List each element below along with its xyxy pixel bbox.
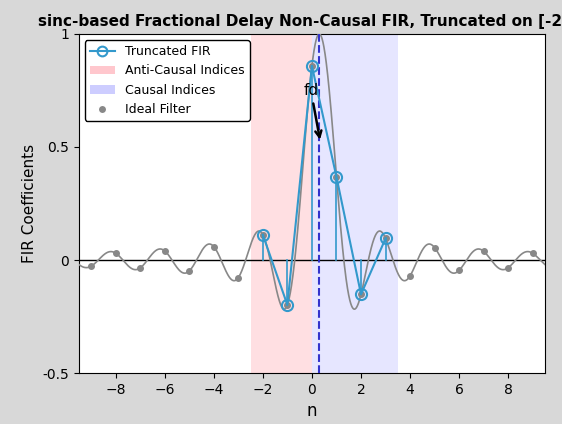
Bar	[251, 34, 312, 373]
Y-axis label: FIR Coefficients: FIR Coefficients	[22, 144, 37, 263]
Bar	[312, 34, 398, 373]
Text: fd: fd	[303, 83, 321, 137]
X-axis label: n: n	[307, 402, 317, 421]
Legend: Truncated FIR, Anti-Causal Indices, Causal Indices, Ideal Filter: Truncated FIR, Anti-Causal Indices, Caus…	[85, 40, 250, 121]
Title: sinc-based Fractional Delay Non-Causal FIR, Truncated on [-2:3]: sinc-based Fractional Delay Non-Causal F…	[38, 14, 562, 28]
